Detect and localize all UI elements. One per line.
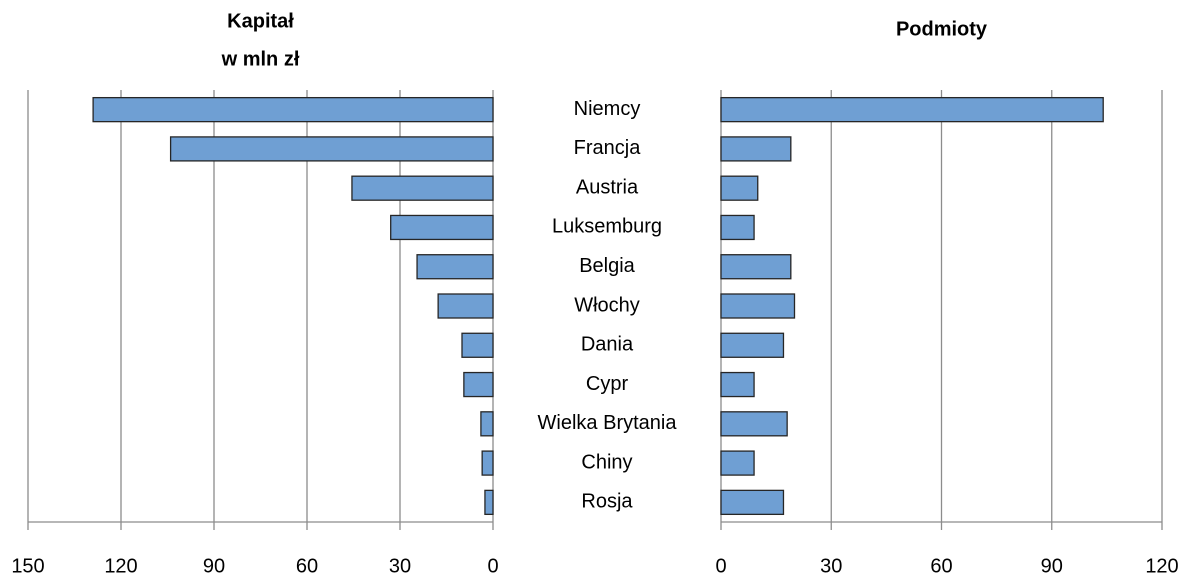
bar (720, 450, 755, 476)
bar (720, 214, 755, 241)
bar (720, 411, 788, 437)
bar (720, 136, 792, 162)
category-label: Włochy (574, 294, 640, 316)
bar (720, 489, 785, 516)
bar (720, 293, 796, 319)
x-tick-label: 60 (930, 555, 952, 577)
category-label: Francja (574, 137, 642, 159)
category-label: Luksemburg (552, 216, 662, 238)
bar (437, 293, 494, 319)
x-tick-label: 150 (11, 555, 44, 577)
x-tick-label: 90 (1041, 555, 1063, 577)
chart-title: w mln zł (221, 48, 300, 70)
x-tick-label: 120 (1145, 555, 1178, 577)
bar (481, 450, 494, 476)
x-tick-label: 0 (487, 555, 498, 577)
bar (92, 96, 494, 123)
category-label: Dania (581, 334, 634, 356)
bar (720, 175, 759, 201)
category-label: Rosja (581, 491, 633, 513)
category-label: Cypr (586, 373, 629, 395)
bar (169, 136, 494, 162)
category-label: Niemcy (574, 98, 641, 120)
bar (351, 175, 494, 201)
bar (416, 254, 494, 280)
bar (480, 411, 494, 437)
bar (720, 254, 792, 280)
chart-title: Podmioty (896, 18, 988, 40)
bar (484, 489, 494, 516)
x-tick-label: 60 (296, 555, 318, 577)
category-label: Belgia (579, 255, 635, 277)
x-tick-label: 0 (715, 555, 726, 577)
bar (463, 371, 494, 398)
bar (720, 371, 755, 398)
category-label: Wielka Brytania (538, 412, 678, 434)
x-tick-label: 30 (389, 555, 411, 577)
bar (390, 214, 494, 241)
bar (720, 332, 785, 358)
chart-title: Kapitał (227, 10, 294, 32)
x-tick-label: 90 (203, 555, 225, 577)
category-label: Chiny (581, 451, 632, 473)
x-tick-label: 30 (820, 555, 842, 577)
bar (720, 96, 1104, 123)
x-tick-label: 120 (104, 555, 137, 577)
bar (461, 332, 494, 358)
category-label: Austria (576, 176, 639, 198)
